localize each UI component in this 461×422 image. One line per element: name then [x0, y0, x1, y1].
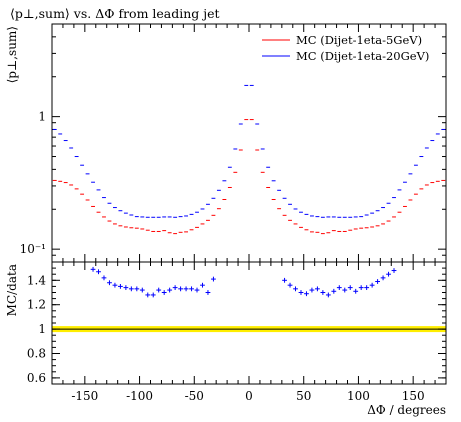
ratio-y-tick-label: 1.4	[27, 273, 46, 287]
legend: MC (Dijet-1eta-5GeV) MC (Dijet-1eta-20GeV…	[262, 33, 429, 63]
legend-label: MC (Dijet-1eta-20GeV)	[296, 49, 429, 63]
ratio-y-tick-label: 0.6	[27, 371, 46, 385]
ratio-series-blue	[90, 266, 397, 298]
main-y-tick-labels: 10⁻¹ 1	[20, 110, 46, 257]
legend-label: MC (Dijet-1eta-5GeV)	[296, 33, 422, 47]
main-y-tick-label: 10⁻¹	[20, 242, 46, 256]
ratio-y-axis-label: MC/data	[5, 264, 19, 316]
x-tick-label: 100	[347, 389, 370, 403]
main-data-series	[52, 84, 446, 235]
series-red	[52, 119, 446, 235]
x-tick-label: 50	[296, 389, 311, 403]
series-blue	[52, 84, 446, 218]
ratio-y-tick-labels: 0.6 0.8 1 1.2 1.4	[27, 273, 46, 385]
x-tick-label: 0	[245, 389, 253, 403]
chart-title: ⟨p⊥,sum⟩ vs. ΔΦ from leading jet	[10, 6, 220, 21]
x-tick-label: -100	[126, 389, 153, 403]
ratio-y-tick-label: 1	[38, 322, 46, 336]
x-tick-labels: -150 -100 -50 0 50 100 150	[71, 389, 424, 403]
x-tick-label: -150	[71, 389, 98, 403]
ratio-data-series	[90, 266, 397, 298]
main-y-tick-label: 1	[38, 110, 46, 124]
x-tick-label: -50	[185, 389, 204, 403]
ratio-plot-panel: 0.6 0.8 1 1.2 1.4 MC/data -150 -100 -50 0 50 100 1…	[5, 261, 447, 417]
main-plot-ticks	[52, 24, 446, 262]
main-y-axis-label: ⟨p⊥,sum⟩	[5, 26, 19, 83]
x-axis-label: ΔΦ / degrees	[367, 403, 446, 417]
ratio-y-tick-label: 1.2	[27, 298, 46, 312]
ratio-plot-frame	[51, 261, 447, 385]
x-tick-label: 150	[402, 389, 425, 403]
ratio-plot-ticks	[52, 262, 446, 384]
main-plot-panel: 10⁻¹1 ⟨p⊥,sum⟩ MC (Dijet-1eta-5GeV)MC (D…	[5, 23, 447, 263]
ratio-y-tick-label: 0.8	[27, 347, 46, 361]
